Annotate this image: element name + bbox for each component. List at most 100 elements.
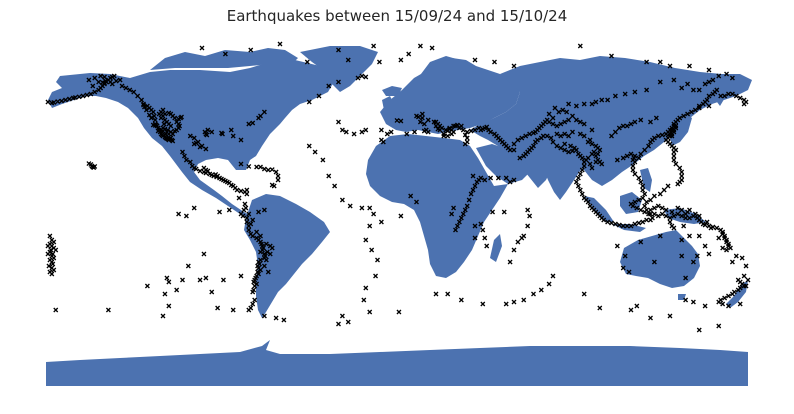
earthquake-marker (161, 121, 167, 127)
earthquake-marker (252, 283, 258, 289)
earthquake-marker (679, 213, 685, 219)
earthquake-marker (412, 129, 418, 135)
earthquake-marker (468, 128, 474, 134)
earthquake-marker (419, 115, 425, 121)
earthquake-marker (191, 135, 197, 141)
earthquake-marker (581, 163, 587, 169)
earthquake-marker (527, 131, 533, 137)
earthquake-marker (726, 293, 731, 299)
earthquake-marker (614, 157, 620, 163)
earthquake-marker (523, 133, 529, 139)
earthquake-marker (511, 63, 517, 69)
earthquake-marker (193, 166, 199, 172)
earthquake-marker (480, 301, 486, 307)
earthquake-marker (363, 285, 369, 291)
earthquake-marker (620, 123, 626, 129)
earthquake-marker (630, 163, 636, 169)
earthquake-marker (244, 187, 250, 193)
earthquake-marker (726, 303, 731, 309)
landmass-sumatra (584, 196, 614, 222)
earthquake-marker (743, 283, 749, 289)
earthquake-marker (612, 93, 618, 99)
land-layer (46, 46, 752, 386)
earthquake-marker (593, 143, 599, 149)
earthquake-marker (609, 53, 614, 59)
earthquake-marker (667, 215, 673, 221)
earthquake-marker (275, 177, 281, 183)
earthquake-marker (683, 275, 689, 281)
earthquake-marker (628, 307, 634, 313)
earthquake-marker (451, 123, 457, 129)
earthquake-marker (109, 81, 115, 87)
earthquake-marker (375, 257, 380, 263)
earthquake-marker (205, 168, 211, 174)
earthquake-marker (367, 223, 373, 229)
earthquake-marker (573, 179, 579, 185)
landmass-india (540, 156, 582, 200)
earthquake-marker (648, 119, 653, 125)
earthquake-marker (706, 67, 712, 73)
earthquake-marker (648, 207, 653, 213)
earthquake-marker (573, 103, 579, 109)
earthquake-marker (667, 131, 673, 137)
earthquake-marker (550, 273, 556, 279)
earthquake-marker (648, 197, 653, 203)
earthquake-marker (687, 233, 692, 239)
earthquake-marker (632, 119, 638, 125)
earthquake-marker (737, 301, 743, 307)
earthquake-marker (215, 305, 221, 311)
earthquake-marker (515, 239, 521, 245)
earthquake-marker (632, 89, 638, 95)
earthquake-marker (673, 161, 679, 167)
earthquake-marker (644, 59, 650, 65)
earthquake-marker (583, 157, 589, 163)
earthquake-marker (568, 143, 574, 149)
earthquake-marker (236, 195, 242, 201)
earthquake-marker (478, 175, 484, 181)
earthquake-marker (160, 107, 166, 113)
earthquake-marker (679, 207, 685, 213)
earthquake-marker (544, 133, 550, 139)
earthquake-marker (183, 213, 189, 219)
earthquake-marker (445, 133, 451, 139)
earthquake-marker (119, 83, 125, 89)
earthquake-marker (673, 125, 679, 131)
map-title: Earthquakes between 15/09/24 and 15/10/2… (226, 7, 568, 25)
earthquake-marker (98, 73, 104, 79)
earthquake-marker (222, 51, 228, 57)
earthquake-marker (579, 191, 585, 197)
earthquake-marker (636, 155, 642, 161)
earthquake-marker (230, 133, 236, 139)
earthquake-marker (359, 205, 365, 211)
earthquake-marker (636, 197, 642, 203)
earthquake-marker (254, 164, 260, 170)
earthquake-marker (458, 215, 464, 221)
earthquake-marker (53, 247, 59, 253)
earthquake-marker (100, 79, 106, 85)
earthquake-marker (482, 177, 488, 183)
earthquake-marker (449, 211, 455, 217)
earthquake-marker (663, 207, 669, 213)
earthquake-marker (687, 215, 692, 221)
earthquake-marker (336, 79, 341, 85)
earthquake-marker (577, 171, 583, 177)
earthquake-marker (589, 141, 595, 147)
landmass-south-america (244, 194, 330, 318)
earthquake-marker (127, 87, 133, 93)
earthquake-marker (696, 213, 702, 219)
earthquake-marker (714, 225, 720, 231)
earthquake-marker (609, 220, 614, 226)
earthquake-marker (150, 109, 156, 115)
earthquake-marker (644, 87, 650, 93)
earthquake-marker (741, 101, 747, 107)
earthquake-marker (511, 247, 517, 253)
earthquake-marker (632, 153, 638, 159)
earthquake-marker (246, 227, 252, 233)
earthquake-marker (460, 127, 466, 133)
earthquake-marker (472, 183, 478, 189)
earthquake-marker (609, 133, 614, 139)
earthquake-marker (644, 207, 650, 213)
earthquake-marker (702, 99, 708, 105)
earthquake-marker (195, 139, 201, 145)
earthquake-marker (51, 99, 57, 105)
